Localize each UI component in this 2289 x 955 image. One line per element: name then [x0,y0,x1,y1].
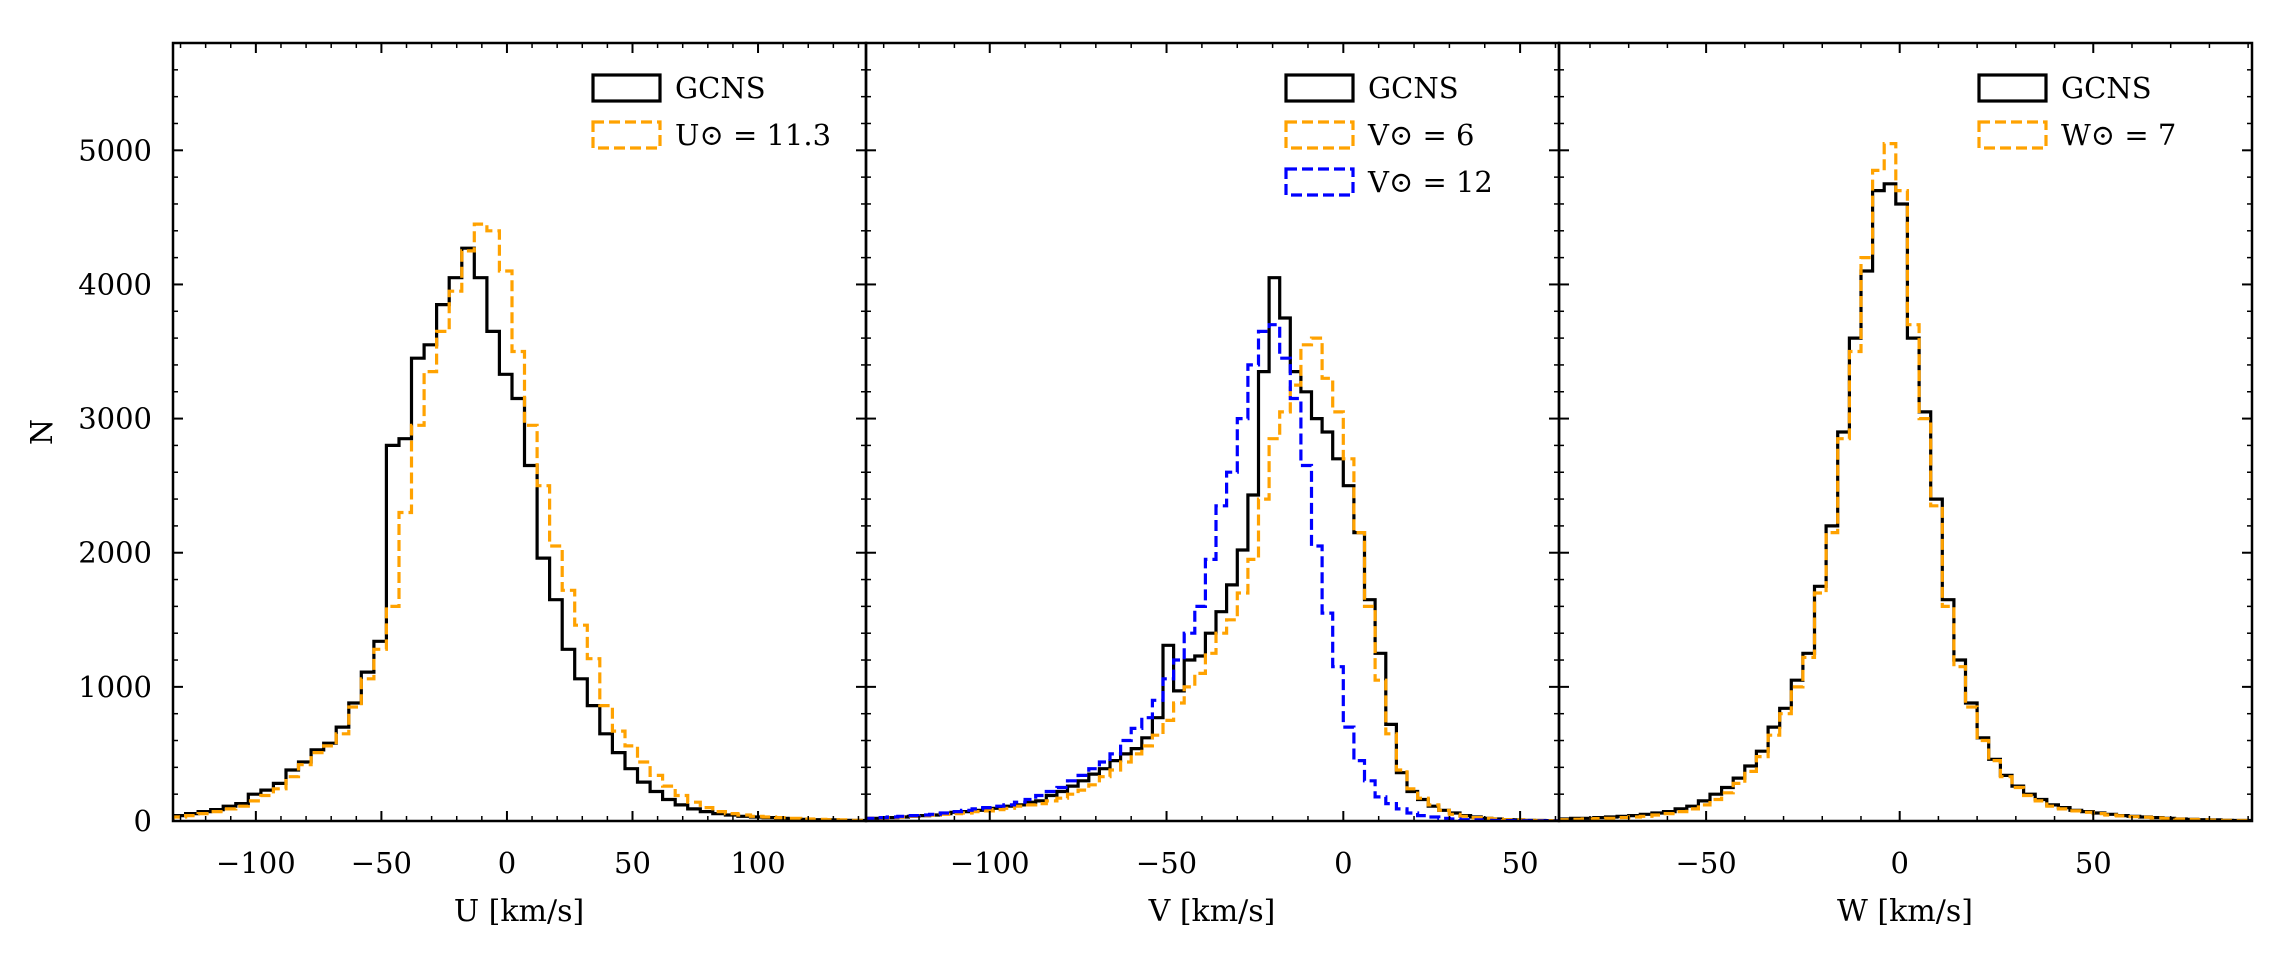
histogram-w-w-sun [1559,142,2252,821]
histogram-v-v-sun-6 [866,336,1559,821]
legend-label-w: W⊙ = 7 [2061,118,2176,152]
histogram-v-gcns [866,276,1559,821]
x-tick-label-w: −50 [1676,846,1737,880]
legend-swatch-u [591,73,662,103]
x-tick-label-v: 50 [1502,846,1539,880]
y-tick-label: 3000 [78,402,152,436]
y-tick-label: 1000 [78,670,152,704]
y-axis-label: N [25,419,60,445]
panel-frames [171,41,2254,823]
legend-label-w: GCNS [2061,71,2152,105]
panel-v-frame [864,41,1561,823]
y-tick-label: 4000 [78,267,152,301]
y-tick-label: 0 [134,804,152,838]
x-tick-label-v: −100 [950,846,1030,880]
x-tick-label-w: 0 [1890,846,1908,880]
legend-label-u: U⊙ = 11.3 [675,118,831,152]
legend-swatch-v [1284,167,1355,197]
histogram-u-u-sun [173,222,866,821]
legend-label-v: V⊙ = 12 [1367,165,1493,199]
legend-swatch-v [1284,120,1355,150]
panel-u: −100 −50 0 50 100010002000300040005000GCNSU⊙… [78,42,866,880]
x-tick-label-w: 50 [2075,846,2112,880]
histogram-w-gcns [1559,182,2252,821]
x-axis-label-v: V [km/s] [1148,894,1276,929]
y-tick-label: 5000 [78,133,152,167]
panel-v: −100 −50 0 50 GCNS V⊙ = 6 V⊙ = 12 [866,42,1559,880]
legend-swatch-v [1284,73,1355,103]
legend-label-v: GCNS [1368,71,1459,105]
histogram-v-v-sun-12 [866,323,1559,821]
x-tick-label-u: 50 [614,846,651,880]
panel-w: −50 0 50 GCNS W⊙ = 7 [1559,42,2252,880]
legend-label-v: V⊙ = 6 [1367,118,1474,152]
histogram-u-gcns [173,246,866,821]
legend-swatch-u [591,120,662,150]
x-tick-label-u: −50 [351,846,412,880]
y-tick-label: 2000 [78,536,152,570]
x-tick-label-u: 100 [730,846,785,880]
x-tick-label-v: −50 [1136,846,1197,880]
x-axis-label-u: U [km/s] [454,894,584,929]
x-axis-label-w: W [km/s] [1837,894,1973,929]
panel-u-frame [171,41,868,823]
panel-w-frame [1557,41,2254,823]
legend-swatch-w [1977,73,2048,103]
x-tick-label-u: 0 [498,846,516,880]
legend-label-u: GCNS [675,71,766,105]
x-tick-label-u: −100 [216,846,296,880]
legend-swatch-w [1977,120,2048,150]
x-tick-label-v: 0 [1334,846,1352,880]
